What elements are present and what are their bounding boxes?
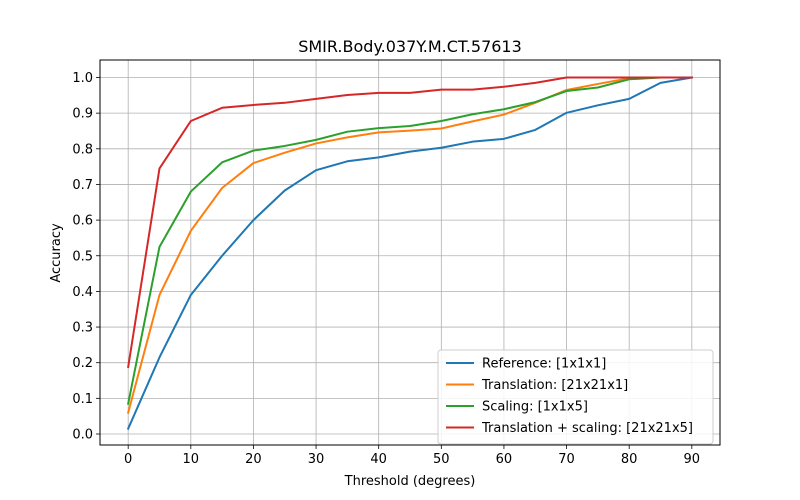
y-axis-label: Accuracy xyxy=(49,223,64,283)
y-tick-label: 0.0 xyxy=(72,428,93,443)
chart-title: SMIR.Body.037Y.M.CT.57613 xyxy=(298,37,522,56)
series-line-4 xyxy=(127,76,693,369)
series-layer xyxy=(126,76,693,430)
y-tick-label: 0.4 xyxy=(72,285,93,300)
y-tick-label: 0.9 xyxy=(72,107,93,122)
x-tick-label: 80 xyxy=(621,452,638,467)
x-tick-label: 20 xyxy=(245,452,262,467)
y-tick-label: 0.2 xyxy=(72,356,93,371)
x-tick-label: 60 xyxy=(496,452,513,467)
y-tick-label: 0.5 xyxy=(72,249,93,264)
x-tick-label: 70 xyxy=(558,452,575,467)
x-axis-label: Threshold (degrees) xyxy=(344,474,476,489)
legend-label: Translation: [21x21x1] xyxy=(481,378,628,393)
legend: Reference: [1x1x1] Translation: [21x21x1]… xyxy=(437,349,714,445)
plot-frame xyxy=(99,59,721,446)
legend-label: Translation + scaling: [21x21x5] xyxy=(481,421,693,436)
x-tick-label: 30 xyxy=(308,452,325,467)
y-tick-label: 0.8 xyxy=(72,142,93,157)
x-tick-label: 0 xyxy=(124,452,132,467)
legend-label: Scaling: [1x1x5] xyxy=(482,400,588,415)
y-tick-label: 0.6 xyxy=(72,214,93,229)
ticks: 0 10 20 30 40 50 60 70 80 90 0.0 0.1 0.2 0.3 0.4 0.5 0.6… xyxy=(72,71,700,467)
legend-box xyxy=(437,349,714,445)
x-tick-label: 40 xyxy=(370,452,387,467)
series-line-1 xyxy=(126,76,693,430)
series-line-3 xyxy=(127,76,693,405)
x-tick-label: 10 xyxy=(183,452,200,467)
y-tick-label: 0.3 xyxy=(72,321,93,336)
y-tick-label: 0.1 xyxy=(72,392,93,407)
series-line-2 xyxy=(126,76,693,414)
y-tick-label: 0.7 xyxy=(72,178,93,193)
y-tick-label: 1.0 xyxy=(72,71,93,86)
x-tick-label: 90 xyxy=(684,452,701,467)
x-tick-label: 50 xyxy=(433,452,450,467)
legend-label: Reference: [1x1x1] xyxy=(482,357,606,372)
